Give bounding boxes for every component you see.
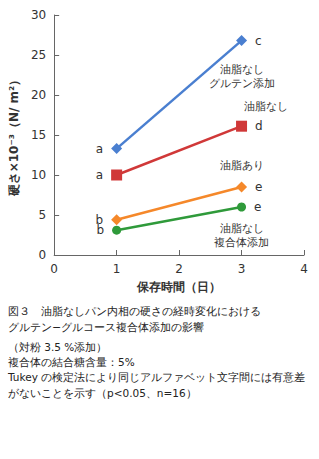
svg-text:油脂なし: 油脂なし: [244, 100, 288, 113]
svg-text:10: 10: [31, 168, 46, 182]
html-text:Tukey の検定法により同じアルファベット文字間には有意差: Tukey の検定法により同じアルファベット文字間には有意差がないことを示す（p…: [8, 371, 306, 399]
svg-text:5: 5: [39, 208, 47, 222]
svg-text:保存時間（日）: 保存時間（日）: [136, 280, 221, 294]
svg-text:複合体添加: 複合体添加: [214, 236, 269, 249]
svg-text:e: e: [255, 180, 262, 194]
svg-text:0: 0: [39, 248, 47, 262]
svg-text:油脂なし: 油脂なし: [220, 63, 264, 76]
svg-text:20: 20: [31, 88, 46, 102]
svg-text:グルテン添加: グルテン添加: [209, 77, 275, 90]
svg-text:硬さ×10⁻³（N/ m²）: 硬さ×10⁻³（N/ m²）: [7, 74, 21, 198]
svg-text:c: c: [255, 34, 262, 48]
svg-text:1: 1: [113, 262, 121, 276]
html-text:（対粉 3.5 %添加）: （対粉 3.5 %添加）: [8, 340, 108, 353]
svg-text:15: 15: [31, 128, 46, 142]
svg-text:0: 0: [50, 262, 58, 276]
svg-text:a: a: [96, 142, 103, 156]
svg-text:30: 30: [31, 8, 46, 22]
svg-text:2: 2: [175, 262, 183, 276]
svg-text:4: 4: [300, 262, 308, 276]
svg-text:b: b: [95, 212, 104, 227]
svg-text:油脂あり: 油脂あり: [220, 159, 264, 172]
svg-text:b: b: [97, 223, 105, 237]
svg-text:25: 25: [31, 48, 46, 62]
svg-text:油脂なし: 油脂なし: [220, 222, 264, 235]
html-text:図３ 油脂なしパン内相の硬さの経時変化における グルテン−グ: 図３ 油脂なしパン内相の硬さの経時変化における グルテン−グルコース複合体添加の…: [8, 305, 261, 334]
svg-text:e: e: [254, 200, 261, 214]
svg-text:d: d: [255, 119, 263, 133]
html-text:複合体の結合糖含量：5%: 複合体の結合糖含量：5%: [8, 356, 135, 369]
svg-text:a: a: [96, 168, 103, 182]
svg-text:3: 3: [238, 262, 246, 276]
